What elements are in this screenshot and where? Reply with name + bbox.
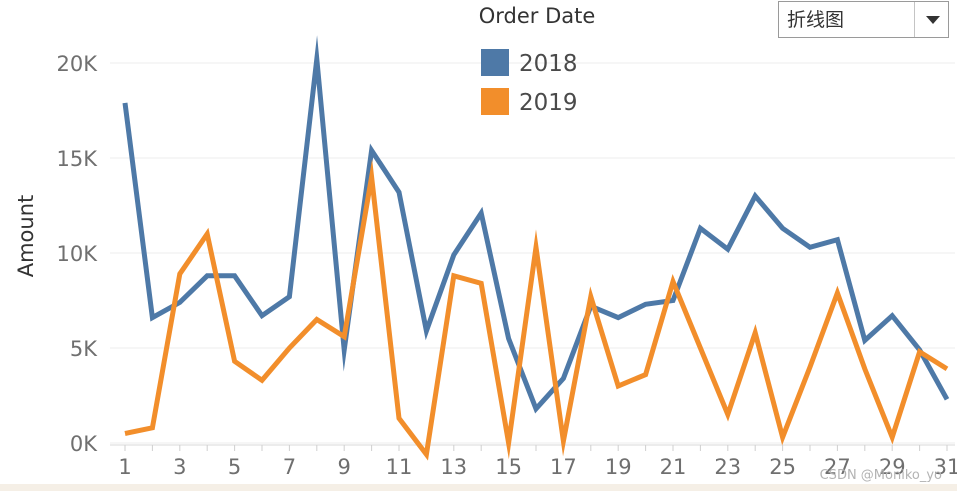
chevron-down-icon[interactable] bbox=[926, 16, 940, 24]
gridlines bbox=[110, 62, 955, 446]
legend-label-2018: 2018 bbox=[519, 51, 578, 77]
chart-type-selected: 折线图 bbox=[787, 9, 845, 31]
x-tick-label: 5 bbox=[228, 455, 241, 479]
legend-swatch-2019 bbox=[481, 88, 509, 115]
legend-swatch-2018 bbox=[481, 49, 509, 76]
x-tick-label: 29 bbox=[879, 455, 906, 479]
y-tick-label: 10K bbox=[57, 242, 99, 266]
x-tick-label: 1 bbox=[118, 455, 131, 479]
chart-type-dropdown[interactable]: 折线图 bbox=[778, 1, 949, 38]
x-tick-label: 31 bbox=[934, 455, 957, 479]
x-tick-label: 15 bbox=[495, 455, 522, 479]
x-tick-label: 9 bbox=[338, 455, 351, 479]
legend: Order Date 2018 2019 bbox=[479, 4, 596, 116]
x-tick-label: 23 bbox=[714, 455, 741, 479]
x-tick-label: 11 bbox=[386, 455, 413, 479]
series-lines bbox=[122, 35, 950, 461]
y-axis-ticks: 0K 5K 10K 15K 20K bbox=[57, 52, 99, 456]
y-tick-label: 15K bbox=[57, 147, 99, 171]
y-tick-label: 20K bbox=[57, 52, 99, 76]
x-tick-label: 7 bbox=[283, 455, 296, 479]
series-line-2019 bbox=[124, 159, 949, 461]
x-tick-label: 17 bbox=[550, 455, 577, 479]
x-axis-ticks: 1 3 5 7 9 11 13 15 17 19 21 23 25 27 29 31 bbox=[118, 445, 957, 479]
bottom-strip bbox=[0, 484, 957, 491]
dropdown-divider bbox=[914, 2, 915, 37]
y-tick-label: 5K bbox=[70, 337, 98, 361]
x-tick-label: 3 bbox=[173, 455, 186, 479]
x-tick-label: 21 bbox=[660, 455, 687, 479]
x-tick-label: 27 bbox=[824, 455, 851, 479]
series-line-2018 bbox=[122, 35, 950, 414]
y-tick-label: 0K bbox=[70, 432, 98, 456]
legend-label-2019: 2019 bbox=[519, 90, 578, 116]
x-tick-label: 25 bbox=[769, 455, 796, 479]
watermark-text: CSDN @Moniko_yo bbox=[820, 468, 942, 483]
legend-title: Order Date bbox=[479, 4, 596, 28]
x-tick-label: 19 bbox=[605, 455, 632, 479]
y-axis-title: Amount bbox=[14, 195, 38, 278]
x-tick-label: 13 bbox=[440, 455, 467, 479]
